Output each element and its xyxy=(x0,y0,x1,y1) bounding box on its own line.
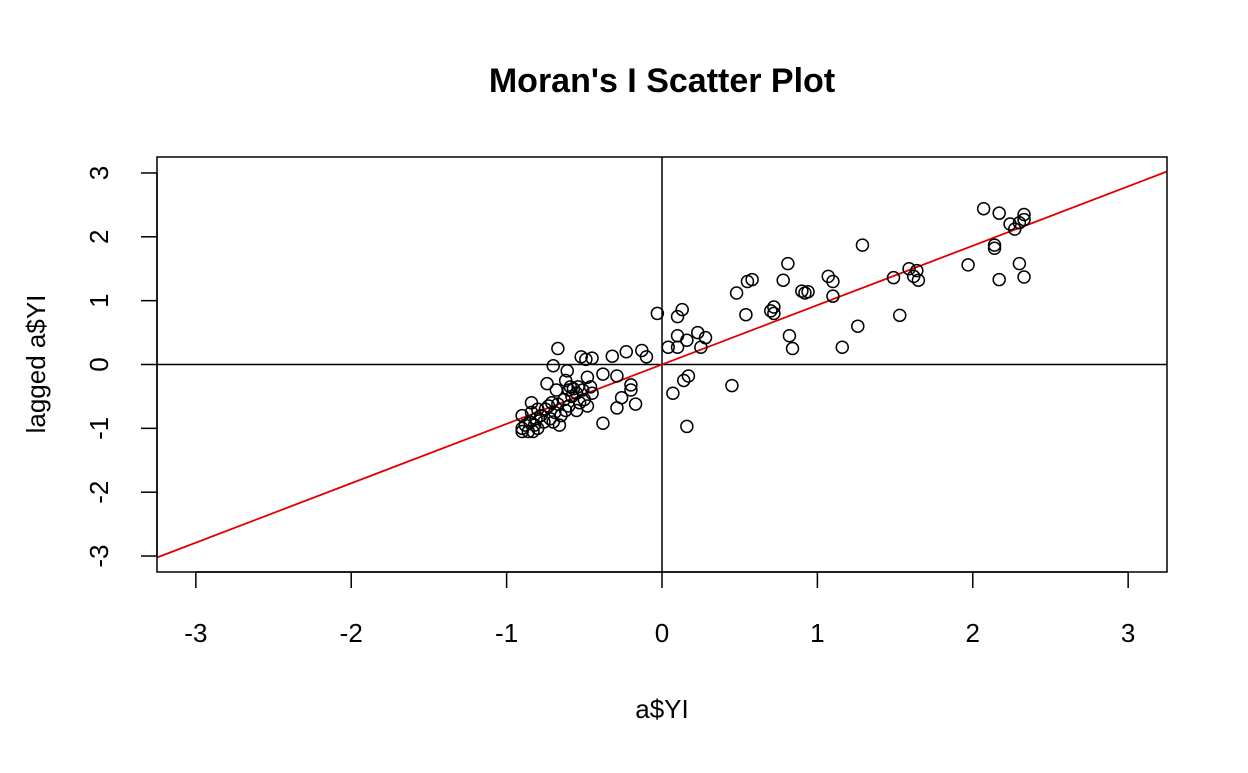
data-point xyxy=(739,307,753,322)
data-point xyxy=(911,273,926,287)
data-point xyxy=(992,272,1006,287)
data-point xyxy=(596,416,610,430)
data-point xyxy=(610,369,624,383)
data-point xyxy=(580,399,595,413)
data-point xyxy=(614,390,629,405)
data-point xyxy=(987,241,1002,256)
data-point xyxy=(661,340,675,355)
data-point xyxy=(670,309,685,324)
data-point xyxy=(677,373,691,388)
data-point xyxy=(579,352,593,367)
data-point xyxy=(515,424,529,439)
regression-line xyxy=(157,170,1167,559)
data-point xyxy=(764,304,778,318)
data-point xyxy=(681,369,696,383)
data-point xyxy=(552,418,567,432)
data-point xyxy=(680,333,694,347)
data-point xyxy=(785,341,800,356)
data-point xyxy=(596,367,610,381)
data-point xyxy=(745,272,759,287)
data-point xyxy=(776,273,790,287)
y-tick-label: -1 xyxy=(84,417,114,440)
y-axis-label: lagged a$YI xyxy=(21,295,51,434)
data-point xyxy=(698,330,713,345)
data-point xyxy=(537,415,551,429)
data-point xyxy=(548,405,562,420)
data-point xyxy=(961,258,975,272)
data-point xyxy=(624,378,638,392)
data-point xyxy=(560,364,574,378)
x-tick-label: 2 xyxy=(966,618,980,648)
data-point xyxy=(583,380,598,394)
data-point xyxy=(540,376,554,391)
data-point xyxy=(527,418,542,432)
data-point xyxy=(585,386,599,400)
x-tick-label: -2 xyxy=(340,618,363,648)
data-point xyxy=(624,383,638,397)
y-tick-label: 2 xyxy=(84,230,114,244)
data-point xyxy=(1017,270,1031,284)
data-point xyxy=(580,370,595,385)
data-point xyxy=(725,378,739,393)
data-point xyxy=(628,397,643,411)
data-point xyxy=(892,308,907,323)
x-tick-label: 1 xyxy=(810,618,824,648)
data-point xyxy=(835,340,849,355)
x-tick-label: 3 xyxy=(1121,618,1135,648)
data-point xyxy=(826,289,840,303)
data-point xyxy=(680,419,694,434)
data-point xyxy=(782,329,797,343)
data-point xyxy=(1012,256,1027,271)
data-point xyxy=(729,286,744,300)
chart-title: Moran's I Scatter Plot xyxy=(489,62,835,100)
data-point xyxy=(992,206,1006,220)
data-point xyxy=(987,238,1002,252)
data-point xyxy=(886,270,901,285)
x-tick-label: 0 xyxy=(655,618,669,648)
data-point xyxy=(902,261,916,276)
data-point xyxy=(544,396,559,410)
data-point xyxy=(639,350,654,364)
data-point xyxy=(650,306,665,321)
data-point xyxy=(781,256,795,271)
data-point xyxy=(826,274,840,289)
data-point xyxy=(551,341,565,356)
data-point xyxy=(851,319,865,333)
data-point xyxy=(605,349,620,363)
data-point xyxy=(795,284,809,298)
x-axis-label: a$YI xyxy=(635,694,689,724)
data-point xyxy=(576,383,590,397)
data-point xyxy=(666,386,680,400)
plot-layer: -3 -2 -1 0 1 2 3 -3 -2 -1 0 1 2 3 xyxy=(84,156,1168,648)
data-point xyxy=(910,263,924,278)
data-point xyxy=(976,201,991,216)
data-point xyxy=(855,238,870,252)
data-point xyxy=(546,359,560,373)
y-tick-label: -2 xyxy=(84,481,114,504)
x-tick-label: -1 xyxy=(495,618,518,648)
x-tick-label: -3 xyxy=(184,618,207,648)
data-point xyxy=(1017,212,1031,227)
y-tick-label: 0 xyxy=(84,357,114,371)
data-point xyxy=(1017,207,1031,222)
data-point xyxy=(585,351,599,365)
data-point xyxy=(670,340,685,355)
data-point xyxy=(767,300,781,314)
y-tick-label: 1 xyxy=(84,293,114,307)
data-point xyxy=(675,302,689,317)
data-point xyxy=(767,306,781,321)
y-tick-label: -3 xyxy=(84,544,114,567)
y-tick-label: 3 xyxy=(84,166,114,180)
data-point xyxy=(619,344,634,359)
data-point xyxy=(801,284,815,299)
